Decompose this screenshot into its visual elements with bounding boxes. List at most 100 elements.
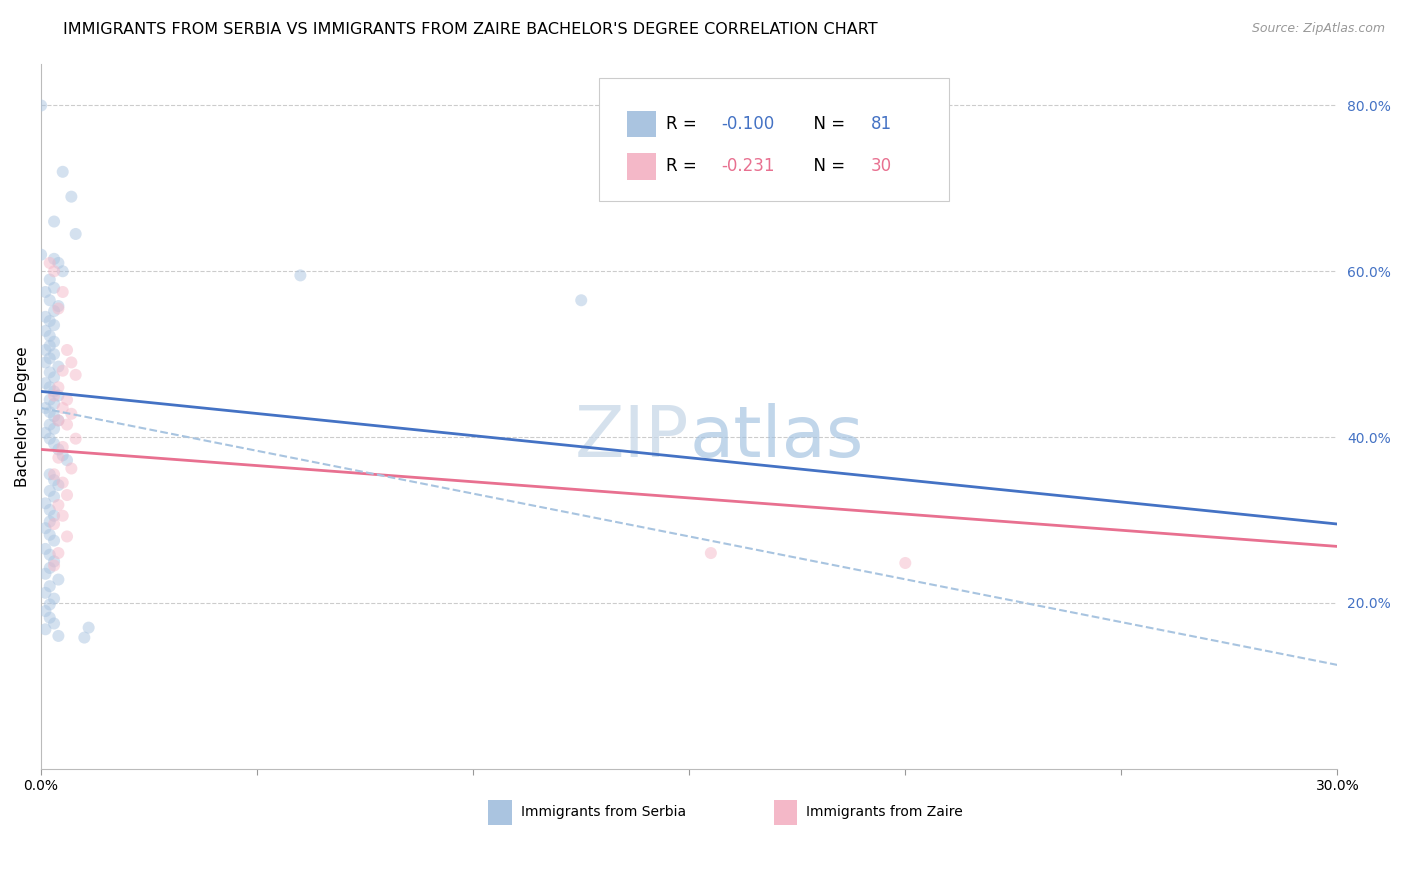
- Point: [48, 359, 70, 374]
- Point: [38, 528, 60, 542]
- Text: 81: 81: [870, 115, 891, 133]
- Point: [48, 299, 70, 313]
- Point: [569, 293, 592, 308]
- Point: [42, 252, 65, 266]
- Point: [52, 440, 75, 454]
- Point: [34, 496, 56, 510]
- Point: [42, 508, 65, 523]
- Text: N =: N =: [803, 115, 851, 133]
- Point: [34, 343, 56, 357]
- Point: [48, 413, 70, 427]
- Point: [48, 301, 70, 316]
- Point: [42, 409, 65, 424]
- Point: [38, 365, 60, 379]
- Point: [42, 318, 65, 332]
- Point: [56, 488, 79, 502]
- Point: [38, 380, 60, 394]
- Point: [38, 598, 60, 612]
- Point: [34, 310, 56, 324]
- Point: [48, 388, 70, 402]
- FancyBboxPatch shape: [773, 799, 797, 825]
- Point: [42, 533, 65, 548]
- Text: Source: ZipAtlas.com: Source: ZipAtlas.com: [1251, 22, 1385, 36]
- Point: [42, 397, 65, 411]
- Point: [48, 256, 70, 270]
- Point: [34, 586, 56, 600]
- Point: [56, 392, 79, 407]
- Point: [42, 304, 65, 318]
- Point: [52, 364, 75, 378]
- Point: [42, 473, 65, 487]
- Point: [38, 351, 60, 366]
- Point: [34, 622, 56, 636]
- Point: [42, 334, 65, 349]
- Point: [65, 368, 87, 382]
- Point: [65, 227, 87, 241]
- Point: [48, 450, 70, 465]
- Point: [42, 436, 65, 450]
- Point: [700, 546, 723, 560]
- Point: [42, 467, 65, 482]
- Point: [34, 401, 56, 415]
- FancyBboxPatch shape: [627, 111, 655, 137]
- Point: [34, 285, 56, 299]
- Point: [48, 573, 70, 587]
- Point: [42, 347, 65, 361]
- FancyBboxPatch shape: [627, 153, 655, 179]
- Point: [60, 355, 83, 369]
- Text: R =: R =: [666, 157, 702, 175]
- Text: Immigrants from Zaire: Immigrants from Zaire: [806, 805, 963, 819]
- Text: 30: 30: [870, 157, 891, 175]
- Point: [42, 384, 65, 399]
- Point: [38, 392, 60, 407]
- Point: [56, 417, 79, 432]
- Point: [42, 214, 65, 228]
- Point: [290, 268, 312, 283]
- Point: [60, 407, 83, 421]
- Point: [56, 529, 79, 543]
- Point: [42, 616, 65, 631]
- Point: [38, 339, 60, 353]
- Point: [56, 343, 79, 357]
- Point: [42, 422, 65, 436]
- Point: [65, 432, 87, 446]
- Point: [34, 521, 56, 535]
- Point: [38, 256, 60, 270]
- Point: [48, 629, 70, 643]
- FancyBboxPatch shape: [599, 78, 949, 202]
- Point: [56, 453, 79, 467]
- Text: IMMIGRANTS FROM SERBIA VS IMMIGRANTS FROM ZAIRE BACHELOR'S DEGREE CORRELATION CH: IMMIGRANTS FROM SERBIA VS IMMIGRANTS FRO…: [63, 22, 877, 37]
- Point: [52, 264, 75, 278]
- Point: [34, 376, 56, 391]
- Point: [77, 621, 100, 635]
- Point: [38, 314, 60, 328]
- Text: N =: N =: [803, 157, 851, 175]
- Point: [34, 425, 56, 440]
- Text: R =: R =: [666, 115, 702, 133]
- Text: Immigrants from Serbia: Immigrants from Serbia: [520, 805, 686, 819]
- Text: -0.100: -0.100: [721, 115, 775, 133]
- Point: [38, 417, 60, 432]
- Text: atlas: atlas: [689, 403, 863, 472]
- Point: [48, 478, 70, 492]
- Point: [42, 370, 65, 384]
- FancyBboxPatch shape: [488, 799, 512, 825]
- Point: [38, 272, 60, 286]
- Point: [38, 503, 60, 517]
- Point: [42, 558, 65, 573]
- Point: [42, 281, 65, 295]
- Point: [42, 554, 65, 568]
- Point: [52, 401, 75, 415]
- Point: [34, 355, 56, 369]
- Point: [38, 579, 60, 593]
- Point: [38, 561, 60, 575]
- Point: [60, 461, 83, 475]
- Point: [38, 467, 60, 482]
- Point: [42, 388, 65, 402]
- Point: [60, 189, 83, 203]
- Point: [38, 515, 60, 529]
- Point: [38, 548, 60, 562]
- Point: [48, 546, 70, 560]
- Point: [42, 490, 65, 504]
- Text: ZIP: ZIP: [575, 403, 689, 472]
